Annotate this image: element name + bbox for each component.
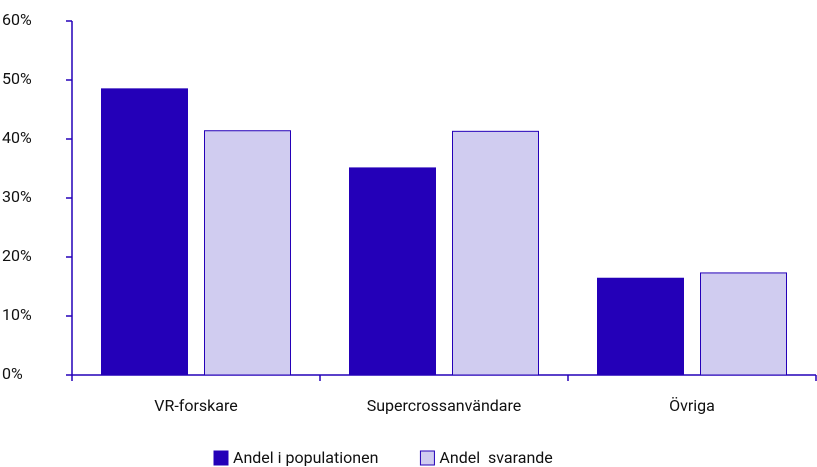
bar (204, 130, 291, 376)
legend-label: Andel svarande (439, 448, 552, 467)
y-tick-label: 10% (2, 305, 32, 324)
x-tick-label: Supercrossanvändare (367, 396, 522, 415)
bar (349, 167, 436, 376)
bar (101, 88, 188, 376)
legend-swatch (419, 450, 435, 466)
x-tick-label: Övriga (669, 396, 715, 415)
bar (452, 130, 539, 376)
bar (597, 277, 684, 376)
y-tick-label: 30% (2, 187, 32, 206)
y-tick-label: 50% (2, 69, 32, 88)
y-tick-label: 40% (2, 128, 32, 147)
y-tick-label: 20% (2, 246, 32, 265)
y-tick-label: 60% (2, 10, 32, 29)
legend-swatch (213, 450, 229, 466)
y-tick-label: 0% (2, 364, 23, 383)
legend-label: Andel i populationen (233, 448, 378, 467)
bar (700, 272, 787, 376)
x-tick-label: VR-forskare (154, 396, 237, 415)
